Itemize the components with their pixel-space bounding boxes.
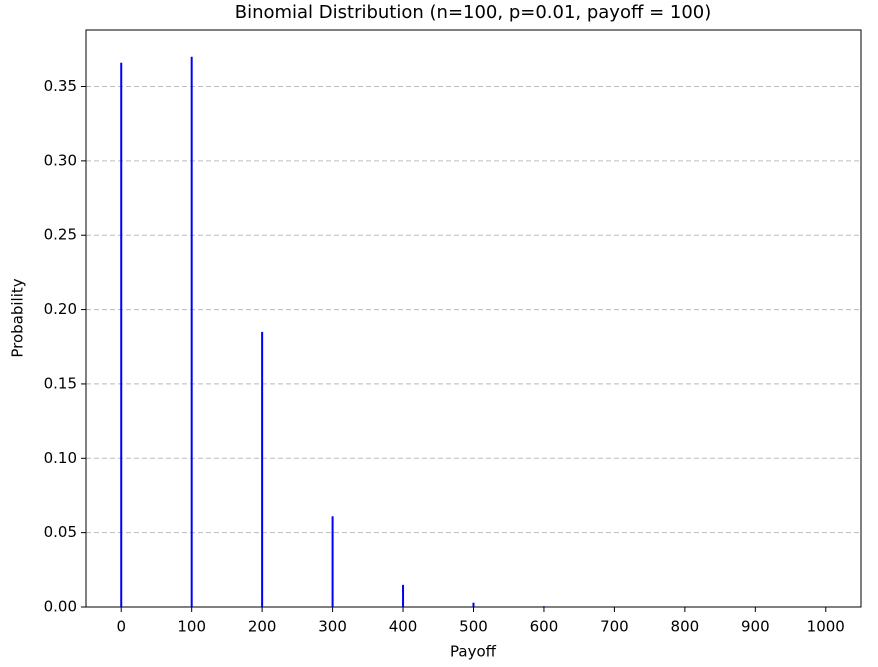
x-tick-label: 500 bbox=[459, 618, 488, 636]
y-tick-label: 0.05 bbox=[44, 523, 77, 541]
x-tick-label: 400 bbox=[389, 618, 418, 636]
bar bbox=[472, 602, 475, 607]
x-tick-label: 200 bbox=[248, 618, 277, 636]
x-tick-label: 1000 bbox=[807, 618, 845, 636]
y-tick-label: 0.10 bbox=[44, 449, 77, 467]
x-axis-label: Payoff bbox=[450, 643, 497, 661]
x-tick-label: 700 bbox=[600, 618, 629, 636]
y-tick-label: 0.15 bbox=[44, 374, 77, 392]
chart-title: Binomial Distribution (n=100, p=0.01, pa… bbox=[235, 2, 712, 23]
x-tick-label: 800 bbox=[671, 618, 700, 636]
bar bbox=[331, 516, 334, 607]
x-tick-label: 0 bbox=[116, 618, 126, 636]
y-tick-label: 0.30 bbox=[44, 151, 77, 169]
x-tick-label: 600 bbox=[530, 618, 559, 636]
plot-frame bbox=[85, 29, 862, 608]
bar bbox=[120, 62, 123, 608]
bar bbox=[402, 584, 405, 607]
bar bbox=[261, 331, 264, 607]
y-axis-label: Probability bbox=[9, 278, 27, 357]
y-tick-label: 0.35 bbox=[44, 77, 77, 95]
y-tick-label: 0.25 bbox=[44, 226, 77, 244]
y-tick-label: 0.20 bbox=[44, 300, 77, 318]
x-tick-label: 100 bbox=[177, 618, 206, 636]
x-tick-label: 300 bbox=[318, 618, 347, 636]
y-tick-label: 0.00 bbox=[44, 598, 77, 616]
x-tick-label: 900 bbox=[741, 618, 770, 636]
bar bbox=[190, 56, 193, 607]
